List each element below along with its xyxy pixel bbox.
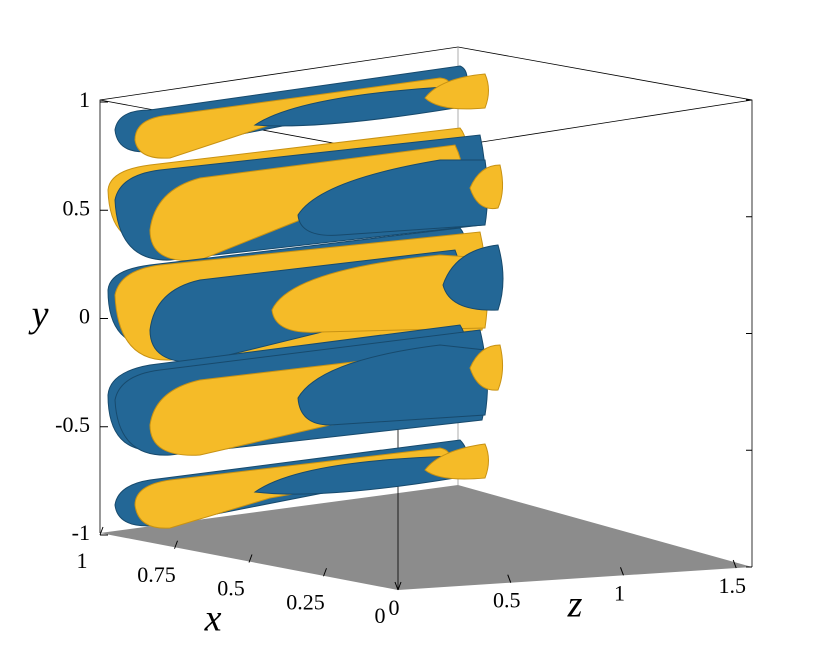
z-axis-title: z — [567, 584, 583, 626]
x-tick-label: 0 — [375, 603, 386, 628]
z-tick-label: 0 — [389, 595, 400, 620]
z-tick — [620, 567, 624, 576]
y-tick-label: 1 — [79, 87, 90, 112]
y-tick-label: -1 — [72, 520, 90, 545]
x-tick-label: 0.5 — [217, 576, 245, 601]
y-tick-label: 0 — [79, 304, 90, 329]
x-axis-title: x — [204, 598, 222, 640]
isosurfaces — [107, 65, 504, 529]
y-tick-label: -0.5 — [55, 412, 90, 437]
floor — [100, 485, 752, 590]
x-tick — [99, 526, 104, 536]
x-tick — [248, 554, 253, 563]
x-tick-label: 1 — [77, 548, 88, 573]
x-tick — [323, 568, 327, 577]
x-tick-label: 0.75 — [137, 562, 176, 587]
x-tick — [397, 581, 402, 591]
y-tick-label: 0.5 — [63, 195, 91, 220]
x-tick — [174, 540, 178, 549]
z-tick-label: 0.5 — [493, 588, 521, 613]
z-tick-label: 1 — [614, 580, 625, 605]
z-tick — [732, 559, 737, 569]
z-tick — [394, 581, 399, 591]
z-tick — [507, 574, 512, 583]
z-tick-label: 1.5 — [718, 573, 746, 598]
x-tick-label: 0.25 — [286, 589, 325, 614]
y-axis-title: y — [28, 294, 49, 336]
